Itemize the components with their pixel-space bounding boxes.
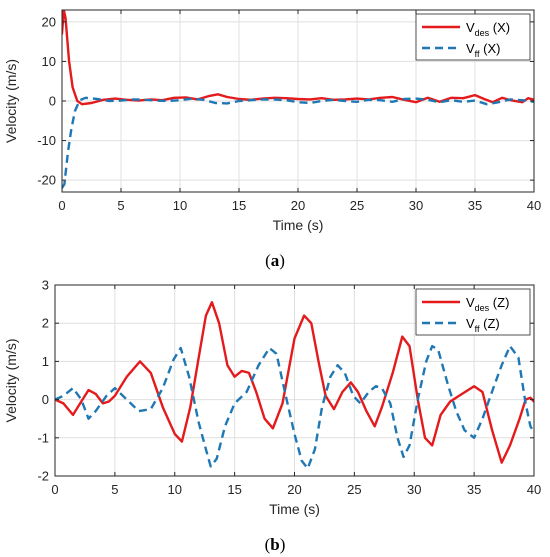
legend-label-1: Vff (X): [466, 41, 500, 59]
legend-label-main: V: [466, 295, 475, 310]
x-tick-label: 35: [467, 482, 481, 497]
legend-box: [415, 288, 531, 336]
panel-label: (b): [265, 535, 286, 554]
series-line-0: [62, 10, 534, 106]
legend-label-subscript: des: [475, 303, 490, 313]
legend-label-0: Vdes (X): [466, 20, 510, 38]
x-tick-label: 15: [232, 198, 246, 213]
legend-label-suffix: (Z): [489, 295, 509, 310]
x-tick-label: 30: [407, 482, 421, 497]
x-tick-label: 0: [51, 482, 58, 497]
series-line-0: [55, 301, 534, 464]
legend-label-subscript: des: [475, 28, 490, 38]
y-tick-label: 0: [42, 392, 49, 407]
x-tick-label: 0: [58, 198, 65, 213]
panel-label: (a): [265, 251, 285, 270]
chart-0: 0 5 10 15 20 25 30 35 40 -20 -10 0 10 20 Time (s) Veloc…: [3, 9, 541, 270]
legend-label-0: Vdes (Z): [466, 295, 509, 313]
y-tick-label: 3: [42, 278, 49, 293]
x-tick-label: 25: [347, 482, 361, 497]
y-tick-label: 1: [42, 354, 49, 369]
x-axis-label: Time (s): [269, 501, 320, 517]
panel-label-open: (: [265, 251, 271, 270]
panel-label-close: ): [279, 251, 285, 270]
panel-label-close: ): [280, 535, 286, 554]
y-tick-label: -10: [37, 133, 56, 148]
legend-box: [415, 13, 531, 61]
x-axis-label: Time (s): [273, 217, 324, 233]
x-tick-label: 15: [227, 482, 241, 497]
x-tick-label: 5: [117, 198, 124, 213]
legend-label-subscript: ff: [475, 324, 480, 334]
chart-1: 0 5 10 15 20 25 30 35 40 -2 -1 0 1 2 3 Time (s) Velocity…: [3, 278, 541, 555]
legend-label-suffix: (X): [489, 20, 510, 35]
x-tick-label: 20: [287, 482, 301, 497]
y-tick-label: 2: [42, 316, 49, 331]
legend-label-main: V: [466, 41, 475, 56]
legend-label-subscript: ff: [475, 49, 480, 59]
x-tick-label: 30: [409, 198, 423, 213]
x-tick-label: 10: [173, 198, 187, 213]
panel-label-letter: b: [270, 535, 279, 554]
y-tick-label: 10: [42, 54, 56, 69]
legend-label-suffix: (X): [480, 41, 501, 56]
y-tick-label: -1: [37, 430, 49, 445]
x-tick-label: 25: [350, 198, 364, 213]
series-line-1: [62, 96, 534, 189]
x-tick-label: 40: [527, 482, 541, 497]
x-tick-label: 5: [111, 482, 118, 497]
x-tick-label: 35: [468, 198, 482, 213]
y-axis-label: Velocity (m/s): [3, 59, 19, 143]
legend-label-main: V: [466, 20, 475, 35]
x-tick-label: 20: [291, 198, 305, 213]
y-tick-label: -2: [37, 469, 49, 484]
legend-label-main: V: [466, 316, 475, 331]
legend-label-suffix: (Z): [480, 316, 500, 331]
panel-label-letter: a: [271, 251, 280, 270]
panel-label-open: (: [265, 535, 271, 554]
legend-label-1: Vff (Z): [466, 316, 500, 334]
y-axis-label: Velocity (m/s): [3, 338, 19, 422]
y-tick-label: 0: [49, 94, 56, 109]
x-tick-label: 40: [527, 198, 541, 213]
x-tick-label: 10: [168, 482, 182, 497]
y-tick-label: 20: [42, 14, 56, 29]
y-tick-label: -20: [37, 173, 56, 188]
series-line-1: [55, 344, 534, 470]
